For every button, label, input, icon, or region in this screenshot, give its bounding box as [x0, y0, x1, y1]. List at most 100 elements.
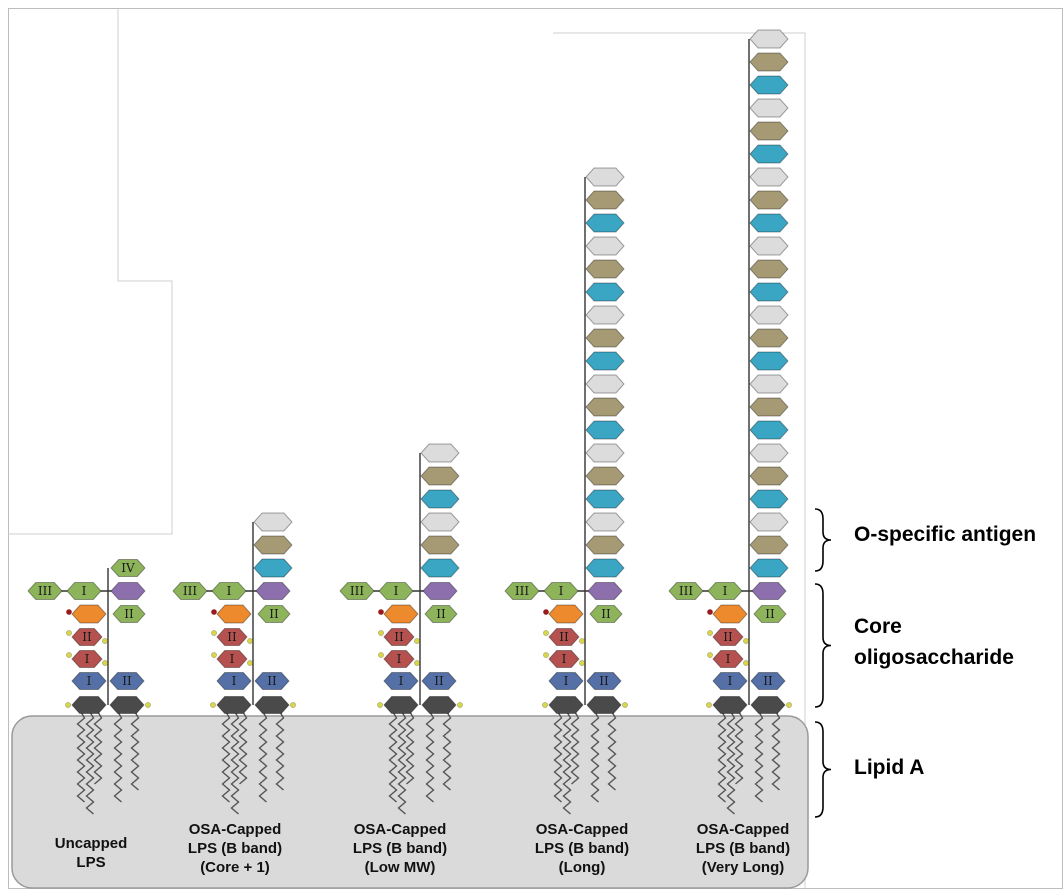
glucose-sugar	[110, 559, 146, 577]
carbamoyl-group	[378, 609, 384, 615]
heptose-sugar	[383, 650, 415, 668]
osa-repeat-unit	[749, 420, 789, 440]
sugar-numeral: II	[434, 674, 444, 688]
sugar-numeral: I	[399, 674, 404, 688]
fatty-acid-chain	[405, 711, 415, 785]
kdo-sugar	[383, 672, 419, 690]
fatty-acid-chain	[734, 711, 744, 785]
phosphate-group	[786, 702, 792, 708]
glucose-sugar	[339, 582, 375, 600]
sugar-numeral: I	[723, 584, 728, 598]
osa-repeat-unit	[749, 535, 789, 555]
kdo-sugar	[548, 672, 584, 690]
osa-repeat-unit	[585, 259, 625, 279]
heptose-sugar	[216, 650, 248, 668]
osa-repeat-unit	[749, 443, 789, 463]
phosphate-group	[247, 638, 253, 644]
fatty-acid-chain	[275, 711, 285, 791]
fatty-acid-chain	[425, 711, 435, 803]
sugar-numeral: II	[765, 607, 775, 621]
osa-repeat-unit	[585, 397, 625, 417]
fatty-acid-chain	[397, 711, 407, 815]
sugar-numeral: I	[559, 584, 564, 598]
osa-repeat-unit	[585, 167, 625, 187]
osa-repeat-unit	[253, 512, 293, 532]
fatty-acid-chain	[570, 711, 580, 785]
fatty-acid-chain	[230, 711, 240, 815]
osa-repeat-unit	[749, 167, 789, 187]
sugar-numeral: II	[227, 630, 237, 644]
sugar-numeral: I	[85, 652, 90, 666]
phosphate-group	[707, 630, 713, 636]
phosphate-group	[210, 702, 216, 708]
osa-repeat-unit	[749, 374, 789, 394]
osa-repeat-unit	[749, 512, 789, 532]
kdo-sugar	[712, 672, 748, 690]
galn-sugar	[216, 604, 252, 624]
carbamoyl-group	[211, 609, 217, 615]
osa-repeat-unit	[749, 213, 789, 233]
sugar-numeral: II	[559, 630, 569, 644]
heptose-sugar	[712, 628, 744, 646]
osa-repeat-unit	[420, 535, 460, 555]
osa-repeat-unit	[749, 259, 789, 279]
fatty-acid-chain	[771, 711, 781, 791]
phosphate-group	[579, 638, 585, 644]
phosphate-group	[707, 652, 713, 658]
brace-core-oligosaccharide	[814, 583, 832, 708]
sugar-numeral: II	[601, 607, 611, 621]
glucose-sugar	[753, 605, 787, 623]
sugar-numeral: I	[397, 652, 402, 666]
sugar-numeral: IV	[121, 561, 135, 575]
region-label-core-oligosaccharide: Core oligosaccharide	[854, 615, 1014, 669]
glucose-sugar	[504, 582, 540, 600]
fatty-acid-chain	[130, 711, 140, 791]
heptose-sugar	[548, 628, 580, 646]
column-label-core-plus-1: OSA-Capped LPS (B band) (Core + 1)	[187, 821, 283, 876]
sugar-numeral: I	[394, 584, 399, 598]
glucose-sugar	[66, 582, 102, 600]
kdo-sugar	[586, 672, 622, 690]
galn-sugar	[712, 604, 748, 624]
sugar-numeral: II	[763, 674, 773, 688]
osa-repeat-unit	[585, 558, 625, 578]
sugar-numeral: II	[599, 674, 609, 688]
lipid-a-glucosamine	[216, 696, 252, 714]
osa-repeat-unit	[585, 535, 625, 555]
phosphate-group	[290, 702, 296, 708]
sugar-numeral: II	[122, 674, 132, 688]
fatty-acid-chain	[562, 711, 572, 815]
heptose-sugar	[71, 650, 103, 668]
rhamnose-sugar	[110, 582, 146, 600]
osa-repeat-unit	[420, 512, 460, 532]
glucose-sugar	[211, 582, 247, 600]
sugar-numeral: II	[124, 607, 134, 621]
fatty-acid-chain	[553, 711, 563, 803]
carbamoyl-group	[707, 609, 713, 615]
osa-repeat-unit	[585, 420, 625, 440]
galn-sugar	[383, 604, 419, 624]
osa-repeat-unit	[585, 305, 625, 325]
phosphate-group	[743, 638, 749, 644]
sugar-numeral: III	[38, 584, 52, 598]
phosphate-group	[66, 630, 72, 636]
sugar-numeral: II	[269, 607, 279, 621]
osa-repeat-unit	[585, 512, 625, 532]
rhamnose-sugar	[587, 582, 623, 600]
kdo-sugar	[750, 672, 786, 690]
kdo-sugar	[216, 672, 252, 690]
osa-repeat-unit	[749, 282, 789, 302]
sugar-numeral: I	[227, 584, 232, 598]
sugar-numeral: I	[564, 674, 569, 688]
fatty-acid-chain	[258, 711, 268, 803]
glucose-sugar	[589, 605, 623, 623]
sugar-numeral: III	[515, 584, 529, 598]
phosphate-group	[378, 652, 384, 658]
kdo-sugar	[109, 672, 145, 690]
sugar-numeral: II	[267, 674, 277, 688]
phosphate-group	[66, 652, 72, 658]
osa-repeat-unit	[253, 558, 293, 578]
phosphate-group	[145, 702, 151, 708]
